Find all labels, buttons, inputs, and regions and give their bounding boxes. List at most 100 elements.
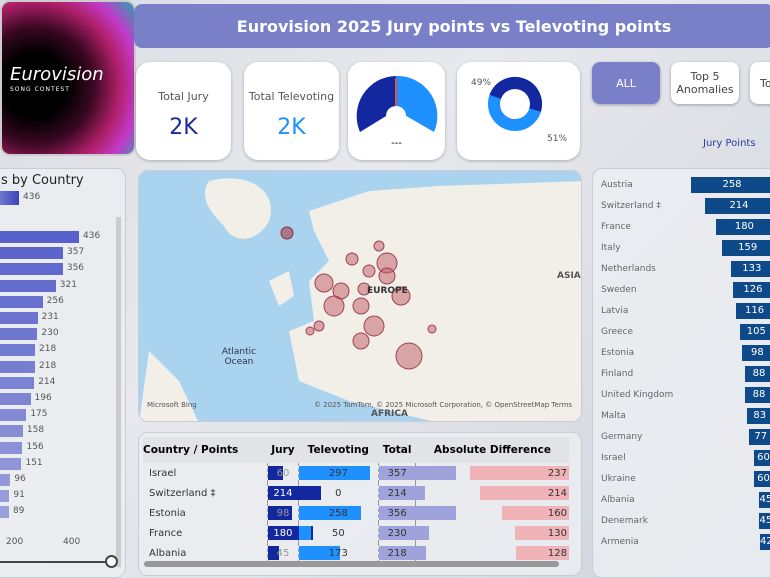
value-cell: 357 [377, 463, 457, 483]
data-table: Country / Points Jury Televoting Total Absol… [138, 432, 582, 576]
left-bar[interactable] [0, 247, 64, 260]
jury-bar[interactable]: 88 [745, 387, 770, 403]
jury-bar[interactable]: 116 [736, 303, 770, 319]
jury-bar[interactable]: 98 [741, 345, 770, 361]
country-label: Denemark [601, 516, 648, 526]
country-label: Austria [601, 180, 633, 190]
left-bar[interactable] [0, 328, 38, 341]
country-cell: Estonia [149, 507, 186, 519]
left-bar-label: 357 [67, 247, 85, 258]
filter-all-button[interactable]: ALL [592, 62, 660, 104]
left-bar-label: 256 [46, 295, 64, 306]
left-bar[interactable] [0, 263, 63, 276]
country-label: Malta [601, 411, 626, 421]
left-bar[interactable] [0, 425, 23, 438]
donut-chart[interactable]: 49% 51% [457, 62, 580, 160]
left-bar[interactable] [0, 490, 10, 503]
jury-bar[interactable]: 60 [753, 471, 770, 487]
country-label: Israel [601, 453, 626, 463]
jury-bar[interactable]: 133 [730, 261, 770, 277]
gauge-label: --- [391, 138, 402, 149]
jury-bar[interactable]: 88 [745, 366, 770, 382]
map[interactable]: EUROPE Atlantic Ocean ASIA AFRICA Micros… [138, 170, 582, 422]
value-cell: 0 [297, 483, 379, 503]
jury-bar[interactable]: 45 [758, 513, 770, 529]
left-bar[interactable] [0, 441, 23, 454]
left-bar-label: 231 [41, 312, 59, 322]
kpi-total-televoting: Total Televoting 2K [244, 62, 339, 160]
scrollbar[interactable] [116, 217, 121, 567]
left-bar[interactable] [0, 344, 35, 357]
jury-bar[interactable]: 214 [704, 198, 770, 214]
jury-bar[interactable]: 258 [691, 177, 770, 193]
summary-bar [0, 191, 19, 205]
left-bar-label: 218 [39, 360, 57, 371]
value-cell: 180 [267, 523, 313, 543]
left-bar-label: 89 [12, 506, 25, 517]
eurovision-logo: Eurovision SONG CONTEST [0, 0, 136, 156]
country-label: Estonia [601, 348, 635, 358]
country-label: Greece [601, 327, 634, 337]
country-label: Switzerland ‡ [601, 201, 661, 211]
slider-handle[interactable] [105, 555, 118, 568]
column-header[interactable]: Jury [267, 437, 299, 463]
jury-bar[interactable]: 105 [739, 324, 770, 340]
left-bar[interactable] [0, 409, 27, 422]
jury-bar[interactable]: 126 [732, 282, 770, 298]
country-cell: France [149, 527, 183, 539]
left-bar-label: 356 [66, 263, 85, 274]
left-bar[interactable] [0, 295, 43, 308]
left-bar[interactable] [0, 360, 35, 373]
country-cell: Albania [149, 547, 187, 559]
left-bar[interactable] [0, 474, 11, 486]
value-cell: 50 [297, 523, 379, 543]
range-slider[interactable] [0, 561, 111, 563]
jury-bar[interactable]: 83 [746, 408, 770, 424]
jury-bar[interactable]: 42 [759, 534, 770, 550]
donut-label-tele: 51% [547, 134, 568, 144]
left-bar-label: 96 [14, 474, 26, 484]
value-cell: 214 [415, 483, 569, 503]
gauge-tele [396, 75, 438, 132]
left-bar[interactable] [0, 279, 56, 292]
value-cell: 214 [267, 483, 321, 503]
country-cell: Israel [149, 467, 177, 479]
jury-bar[interactable]: 77 [748, 429, 770, 445]
left-bar[interactable] [0, 393, 31, 405]
value-cell: 218 [377, 543, 427, 563]
jury-bar[interactable]: 180 [715, 219, 770, 235]
left-bar[interactable] [0, 231, 79, 243]
jury-bar[interactable]: 159 [722, 240, 770, 256]
country-label: Finland [601, 369, 634, 379]
table-row[interactable]: Switzerland ‡ 214 0 214 214 [143, 483, 569, 503]
value-cell: 258 [297, 503, 379, 523]
jury-bar[interactable]: 45 [758, 492, 770, 508]
country-label: Ukraine [601, 474, 636, 484]
jury-bar[interactable]: 60 [753, 450, 770, 466]
left-bar-label: 91 [13, 490, 25, 501]
value-cell: 237 [415, 463, 569, 483]
value-cell: 173 [297, 543, 379, 563]
column-header[interactable]: Total [378, 437, 416, 463]
table-row[interactable]: France 180 50 230 130 [143, 523, 569, 543]
table-row[interactable]: Israel 60 297 357 237 [143, 463, 569, 483]
column-header[interactable]: Absolute Difference [415, 437, 569, 463]
gauge-chart[interactable]: --- [348, 62, 445, 160]
left-bar[interactable] [0, 312, 38, 324]
country-label: Germany [601, 432, 643, 442]
left-bar[interactable] [0, 506, 9, 519]
left-bar[interactable] [0, 457, 22, 470]
filter-top5-anomalies-button[interactable]: Top 5 Anomalies [671, 62, 739, 104]
value-cell: 230 [377, 523, 429, 543]
left-bar[interactable] [0, 376, 35, 389]
value-cell: 130 [415, 523, 569, 543]
right-chart-title: Jury Points [703, 138, 756, 149]
table-row[interactable]: Albania 45 173 218 128 [143, 543, 569, 563]
table-row[interactable]: Estonia 98 258 356 160 [143, 503, 569, 523]
filter-top-button[interactable]: To [750, 62, 770, 104]
column-header[interactable]: Televoting [298, 437, 379, 463]
country-label: Netherlands [601, 264, 656, 274]
horizontal-scrollbar[interactable] [144, 561, 559, 567]
column-header[interactable]: Country / Points [143, 437, 268, 463]
country-label: France [601, 222, 631, 232]
